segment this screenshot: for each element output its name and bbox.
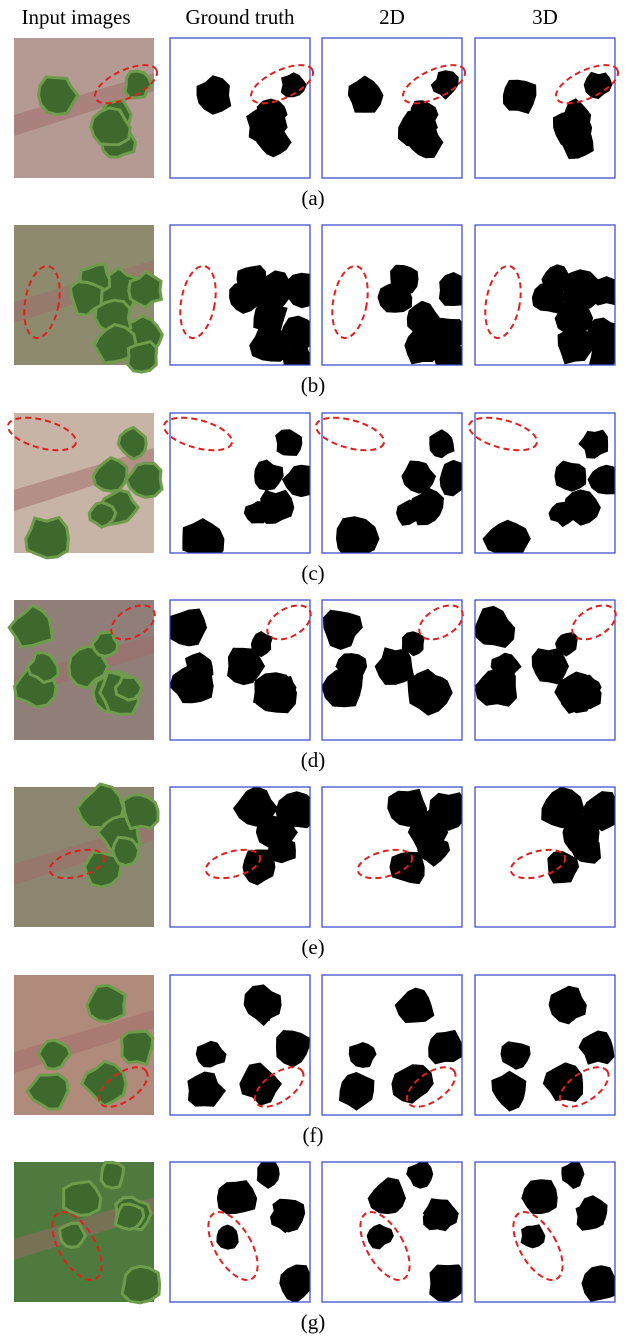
mask-background — [170, 38, 310, 178]
tree-mask — [589, 276, 623, 306]
tree-crown — [60, 1223, 86, 1247]
tree-crown — [123, 795, 158, 829]
segmentation-mask — [475, 1161, 620, 1302]
segmentation-mask — [170, 38, 310, 178]
tree-crown — [64, 1182, 101, 1216]
input-image — [14, 975, 154, 1115]
segmentation-mask — [322, 413, 469, 559]
segmentation-mask — [168, 600, 310, 740]
row-label: (e) — [301, 935, 324, 959]
row-label: (d) — [301, 748, 326, 772]
segmentation-mask — [322, 1162, 468, 1302]
segmentation-mask — [170, 225, 316, 373]
page: Input images Ground truth 2D 3D (a) (b) (c) (d)… — [0, 0, 626, 1342]
segmentation-mask — [475, 600, 616, 740]
segmentation-mask — [475, 975, 615, 1115]
segmentation-mask — [322, 975, 464, 1115]
tree-mask — [440, 460, 470, 497]
row-label: (a) — [301, 186, 324, 210]
column-header: 3D — [532, 5, 558, 29]
row-label: (g) — [301, 1310, 326, 1334]
input-image — [9, 600, 154, 740]
mask-background — [322, 38, 462, 178]
tree-crown — [128, 342, 157, 372]
column-header: 2D — [379, 5, 405, 29]
input-image — [14, 784, 158, 927]
segmentation-mask — [322, 787, 469, 927]
segmentation-mask — [321, 600, 462, 740]
tree-mask — [439, 272, 470, 306]
segmentation-mask — [475, 787, 623, 927]
figure: Input images Ground truth 2D 3D (a) (b) (c) (d)… — [0, 0, 626, 1342]
input-image — [14, 1162, 160, 1303]
segmentation-mask — [475, 38, 615, 178]
mask-background — [475, 38, 615, 178]
row-label: (f) — [303, 1123, 324, 1147]
segmentation-mask — [475, 413, 623, 560]
segmentation-mask — [475, 225, 623, 373]
tree-crown — [101, 1162, 123, 1188]
row-label: (b) — [301, 373, 326, 397]
tree-crown — [122, 1266, 160, 1303]
segmentation-mask — [170, 1162, 312, 1304]
segmentation-mask — [170, 786, 315, 927]
input-image — [14, 38, 154, 178]
segmentation-mask — [322, 38, 462, 178]
tree-crown — [113, 837, 139, 865]
column-header: Ground truth — [185, 5, 295, 29]
tree-crown — [26, 518, 69, 558]
row-label: (c) — [301, 561, 324, 585]
input-image — [14, 225, 162, 372]
segmentation-mask — [170, 413, 315, 564]
segmentation-mask — [322, 225, 470, 369]
segmentation-mask — [170, 975, 310, 1115]
tree-crown — [115, 677, 142, 700]
input-image — [14, 413, 162, 558]
tree-crown — [116, 1204, 144, 1229]
tree-crown — [122, 1031, 153, 1064]
column-header: Input images — [21, 5, 130, 29]
